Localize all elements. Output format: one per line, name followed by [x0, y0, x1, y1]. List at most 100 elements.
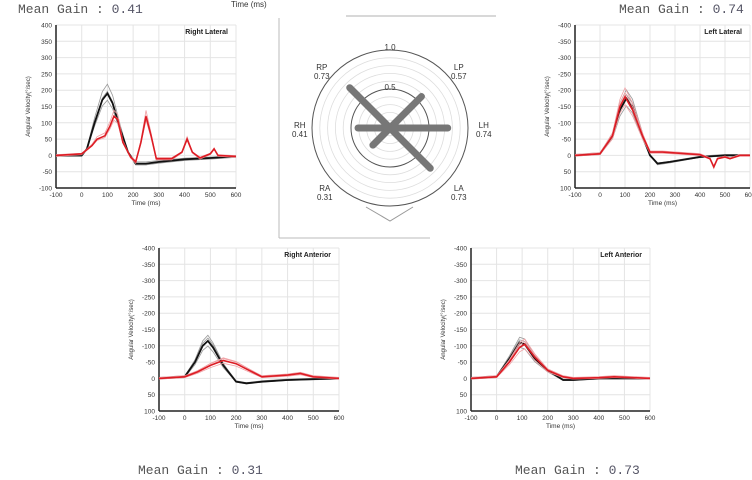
x-tick-label: 200	[231, 415, 242, 422]
canal-label-rh: RH 0.41	[292, 121, 308, 139]
x-axis-label: Time (ms)	[131, 200, 160, 207]
eye-trial-line	[158, 362, 340, 380]
clipped-axis-label: Time (ms)	[231, 0, 267, 9]
x-tick-label: 500	[308, 415, 319, 422]
gain-label: Mean Gain :	[515, 463, 609, 478]
y-tick-label: -200	[142, 311, 155, 318]
gain-label: Mean Gain :	[18, 2, 112, 17]
x-tick-label: 200	[542, 415, 553, 422]
y-tick-label: -350	[454, 262, 467, 269]
x-tick-label: -100	[49, 192, 62, 199]
gain-value: 0.74	[712, 2, 744, 17]
x-tick-label: 200	[645, 192, 656, 199]
x-tick-label: 100	[620, 192, 631, 199]
x-tick-label: 400	[593, 415, 604, 422]
chart-title: Left Lateral	[704, 29, 742, 36]
y-tick-label: -200	[558, 88, 571, 95]
eye-mean-line	[158, 359, 340, 380]
x-tick-label: -100	[464, 415, 477, 422]
mean-gain-left-lateral: Mean Gain : 0.74	[619, 2, 744, 17]
chevron-down-icon[interactable]	[365, 206, 414, 222]
chart-right-lateral: -100 0 100 200 300 400 500 60040035030025020015…	[26, 23, 242, 208]
canal-value: 0.31	[317, 193, 333, 202]
y-tick-label: -50	[458, 360, 468, 367]
x-tick-label: 0	[80, 192, 84, 199]
y-axis-label: Angular Velocity(°/sec)	[441, 299, 447, 359]
x-tick-label: 400	[179, 192, 190, 199]
mean-gain-right-anterior: Mean Gain : 0.31	[138, 463, 263, 478]
canal-name: RH	[294, 121, 306, 130]
x-tick-label: 600	[231, 192, 242, 199]
mean-gain-right-lateral: Mean Gain : 0.41	[18, 2, 143, 17]
y-axis-label: Angular Velocity(°/sec)	[545, 76, 551, 136]
y-tick-label: 50	[460, 392, 468, 399]
y-tick-label: 0	[151, 376, 155, 383]
x-axis-label: Time (ms)	[546, 423, 575, 430]
y-tick-label: 400	[41, 23, 52, 30]
canal-name: LH	[478, 121, 489, 130]
y-tick-label: -300	[558, 55, 571, 62]
y-tick-label: 100	[456, 409, 467, 416]
y-tick-label: -150	[558, 104, 571, 111]
y-tick-label: 100	[560, 186, 571, 193]
eye-trial-line	[158, 358, 340, 378]
chart-left-lateral: -1000100200300400500600-400-350-300-250-…	[545, 23, 752, 208]
gain-value: 0.31	[231, 463, 263, 478]
polar-arm-la	[386, 124, 434, 172]
y-tick-label: -350	[142, 262, 155, 269]
x-tick-label: 0	[183, 415, 187, 422]
y-tick-label: 50	[45, 137, 53, 144]
x-tick-label: 400	[695, 192, 706, 199]
x-tick-label: 100	[517, 415, 528, 422]
canal-value: 0.57	[451, 72, 467, 81]
y-tick-label: -150	[142, 327, 155, 334]
y-tick-label: -100	[39, 186, 52, 193]
canal-value: 0.73	[451, 193, 467, 202]
gain-label: Mean Gain :	[619, 2, 713, 17]
gain-value: 0.41	[111, 2, 143, 17]
y-tick-label: 350	[41, 39, 52, 46]
y-tick-label: -250	[454, 294, 467, 301]
ring-label-1: 1.0	[384, 43, 396, 52]
x-tick-label: 300	[670, 192, 681, 199]
y-tick-label: 250	[41, 71, 52, 78]
x-tick-label: 600	[745, 192, 752, 199]
y-tick-label: -300	[142, 278, 155, 285]
y-tick-label: -200	[454, 311, 467, 318]
canal-name: LA	[453, 184, 464, 193]
chart-right-anterior: -100 0 100 200 300 400 500 600-400-350-300-250-…	[129, 246, 345, 431]
canal-label-lp: LP 0.57	[451, 63, 467, 81]
y-axis-label: Angular Velocity(°/sec)	[26, 76, 32, 136]
polar-ring	[319, 57, 461, 199]
chart-title: Left Anterior	[600, 252, 642, 259]
x-tick-label: 200	[128, 192, 139, 199]
y-tick-label: 100	[41, 120, 52, 127]
x-tick-label: 300	[256, 415, 267, 422]
canal-value: 0.73	[314, 72, 330, 81]
x-axis-label: Time (ms)	[234, 423, 263, 430]
gain-value: 0.73	[608, 463, 640, 478]
y-tick-label: 100	[144, 409, 155, 416]
canal-value: 0.74	[476, 130, 492, 139]
y-tick-label: -250	[558, 71, 571, 78]
x-tick-label: 300	[153, 192, 164, 199]
canal-value: 0.41	[292, 130, 308, 139]
polar-ring	[327, 65, 453, 191]
canal-label-lh: LH 0.74	[476, 121, 492, 139]
polar-arms	[346, 84, 452, 172]
y-axis-label: Angular Velocity(°/sec)	[129, 299, 135, 359]
x-tick-label: 300	[568, 415, 579, 422]
ring-label-05: 0.5	[384, 83, 396, 92]
x-tick-label: 600	[334, 415, 345, 422]
y-tick-label: -100	[454, 343, 467, 350]
y-tick-label: -250	[142, 294, 155, 301]
y-tick-label: -400	[142, 246, 155, 253]
canal-label-rp: RP 0.73	[314, 63, 330, 81]
eye-mean-line	[470, 343, 651, 380]
chart-title: Right Lateral	[185, 29, 228, 36]
canal-name: RA	[319, 184, 331, 193]
x-tick-label: 500	[720, 192, 731, 199]
y-tick-label: -50	[146, 360, 156, 367]
polar-arm-lp	[386, 93, 425, 132]
